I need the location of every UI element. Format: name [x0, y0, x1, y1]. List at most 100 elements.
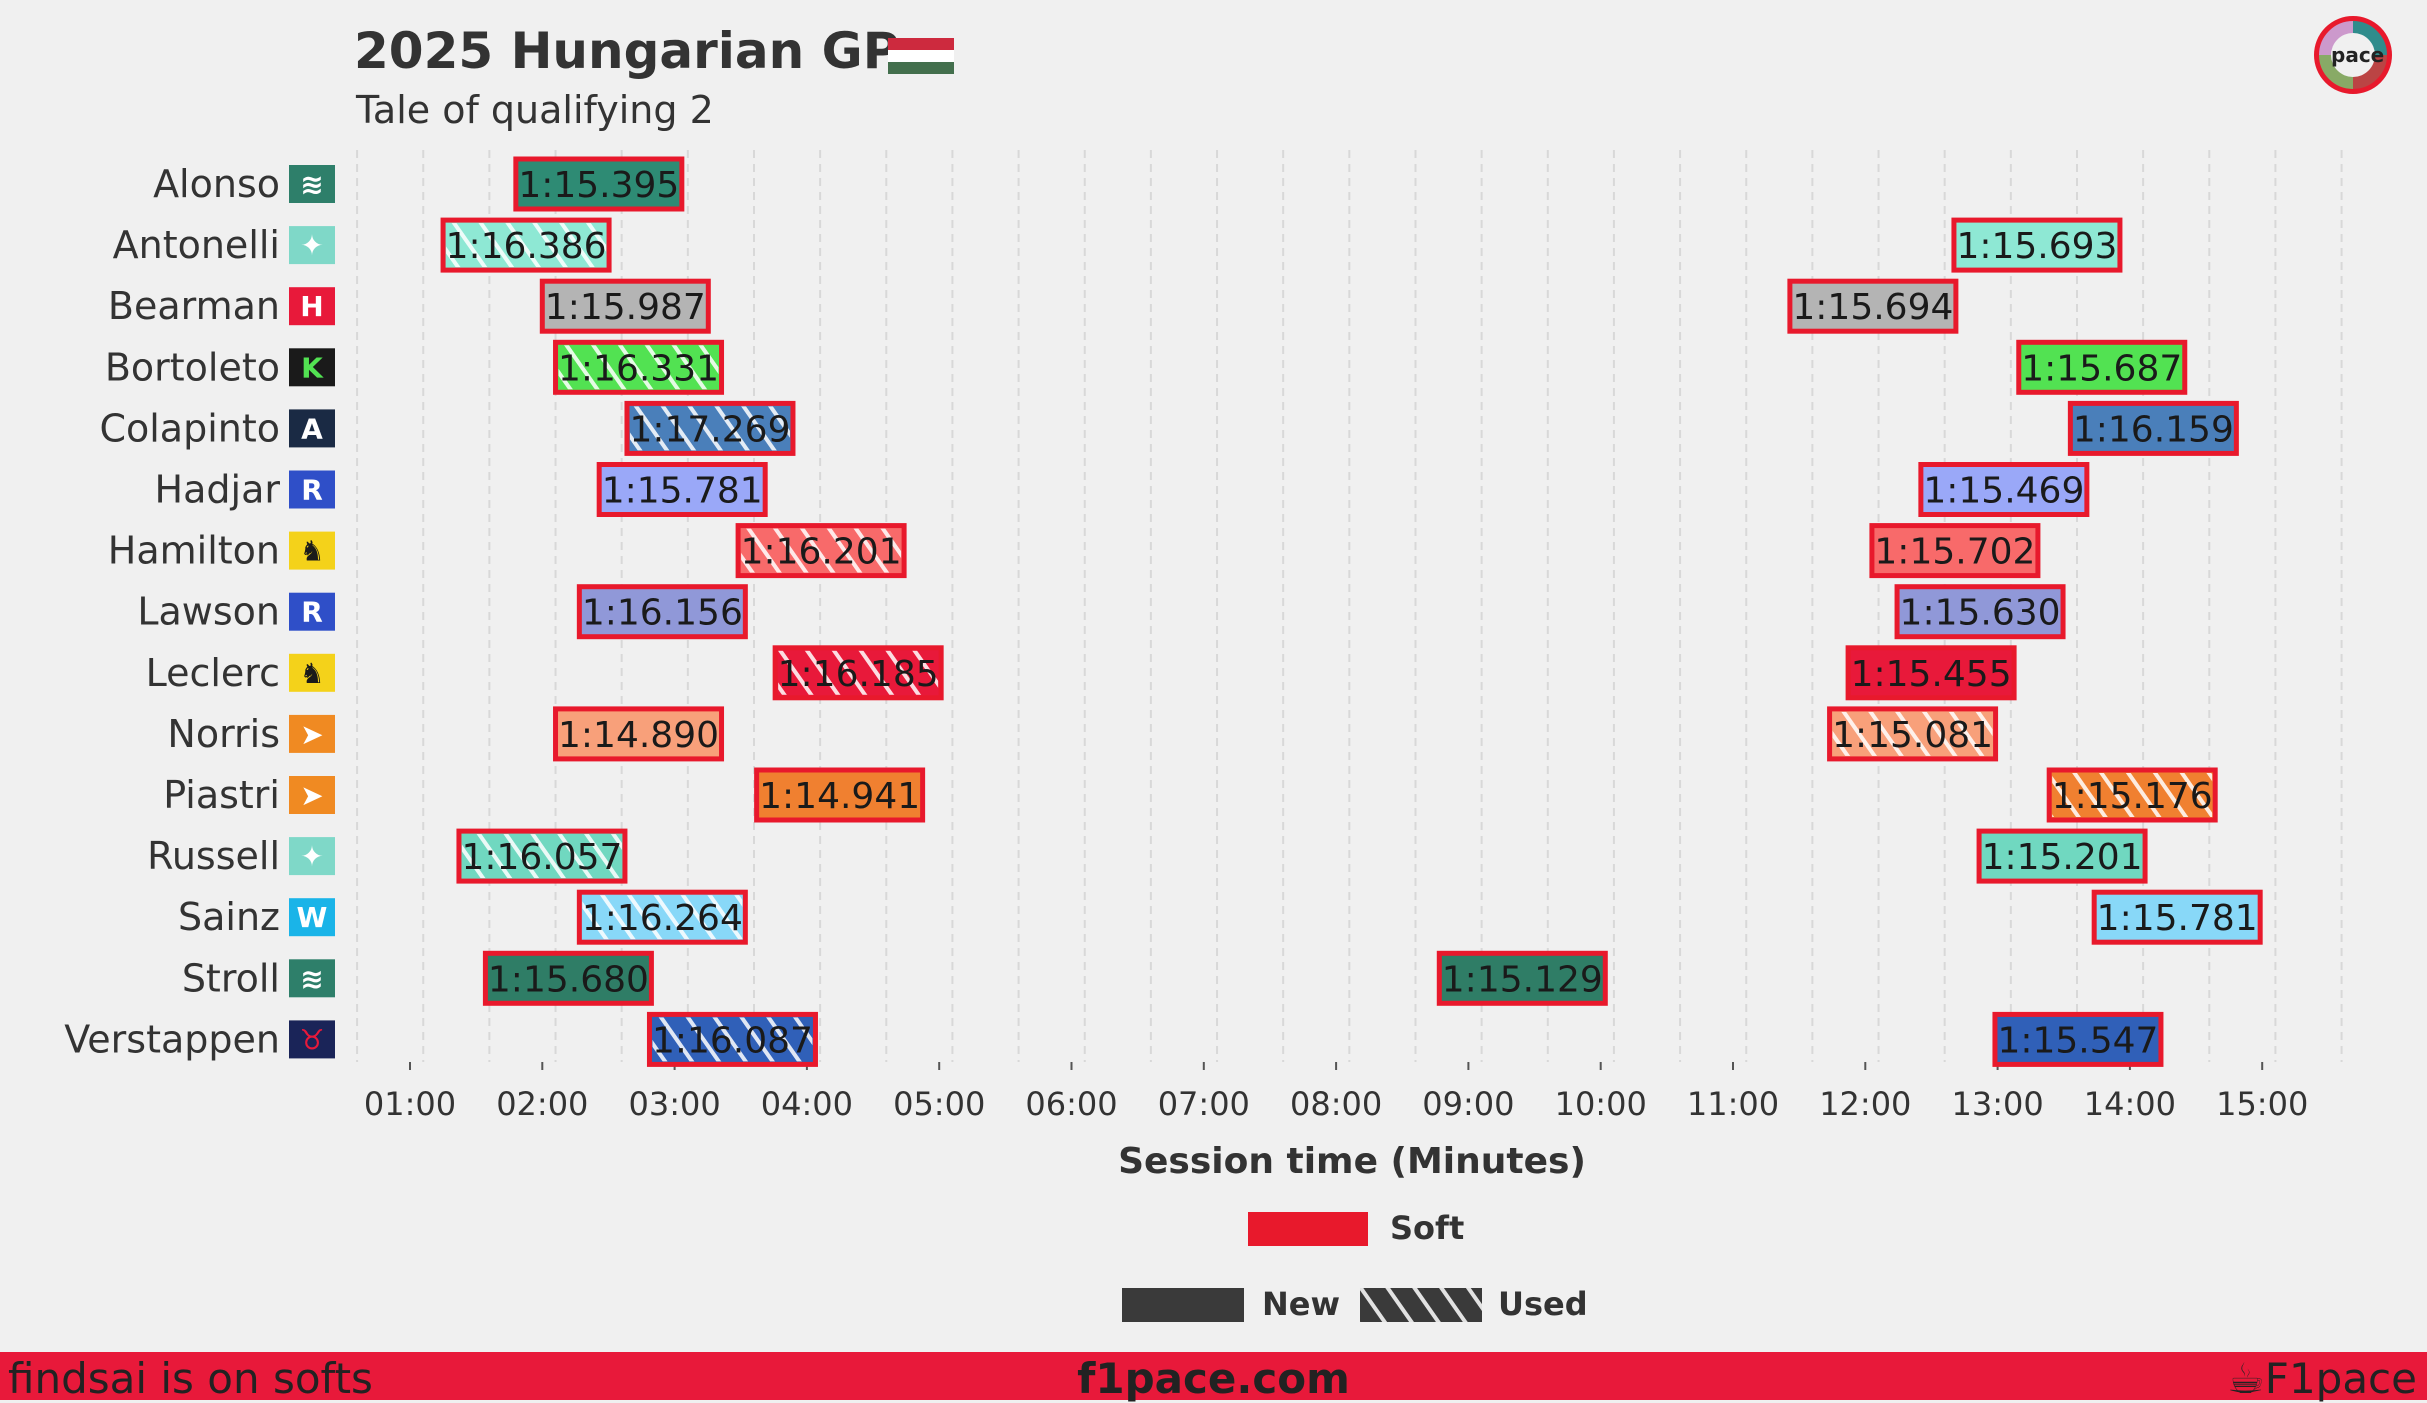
lap-time-label: 1:15.201 — [1982, 837, 2143, 878]
driver-row: Alonso ≋ 1:15.395 — [153, 156, 685, 212]
racing-bulls-icon-glyph: R — [301, 596, 323, 629]
lap-time-label: 1:15.781 — [602, 471, 763, 512]
driver-name-label: Russell — [147, 834, 280, 878]
cup-icon: ☕ — [2227, 1354, 2265, 1403]
alpine-icon — [289, 409, 335, 448]
red-bull-icon-glyph: ♉ — [299, 1023, 324, 1056]
sauber-icon — [289, 348, 335, 387]
mercedes-icon-glyph: ✦ — [300, 840, 323, 873]
lap-bar — [1869, 523, 2041, 579]
driver-name-label: Verstappen — [64, 1017, 280, 1061]
red-bull-icon — [289, 1020, 335, 1059]
mclaren-icon-glyph: ➤ — [300, 718, 323, 751]
lap-time-label: 1:15.687 — [2021, 348, 2182, 389]
driver-name-label: Stroll — [182, 956, 280, 1000]
mclaren-icon — [289, 714, 335, 753]
lap-bar — [1845, 645, 2017, 701]
legend: Soft New Used — [1122, 1209, 1588, 1323]
driver-name-label: Lawson — [137, 590, 280, 634]
lap-time-label: 1:14.890 — [558, 715, 719, 756]
x-tick-label: 11:00 — [1687, 1085, 1779, 1123]
lap-time-label: 1:16.159 — [2073, 409, 2234, 450]
lap-bar — [2067, 400, 2239, 456]
lap-bar — [576, 584, 748, 640]
lap-time-label: 1:15.987 — [545, 287, 706, 328]
x-tick-label: 10:00 — [1555, 1085, 1647, 1123]
lap-bar-used-hatch — [558, 345, 719, 390]
driver-name-label: Sainz — [178, 895, 280, 939]
lap-time-label: 1:16.331 — [558, 348, 719, 389]
driver-row: Verstappen ♉ 1:16.087 1:15.547 — [64, 1011, 2164, 1067]
driver-row: Colapinto A 1:17.269 1:16.159 — [99, 400, 2239, 456]
logo-text: pace — [2331, 33, 2384, 77]
driver-name-label: Alonso — [153, 162, 280, 206]
aston-martin-icon — [289, 959, 335, 998]
williams-icon-glyph: W — [297, 901, 328, 934]
lap-bar — [1436, 950, 1608, 1006]
x-tick-label: 07:00 — [1158, 1085, 1250, 1123]
x-tick-label: 03:00 — [628, 1085, 720, 1123]
x-tick-label: 09:00 — [1422, 1085, 1514, 1123]
lap-bar — [1787, 278, 1959, 334]
lap-bar — [1894, 584, 2066, 640]
aston-martin-icon — [289, 165, 335, 203]
lap-time-label: 1:15.469 — [1923, 471, 2084, 512]
driver-row: Bearman H 1:15.987 1:15.694 — [108, 278, 1959, 334]
driver-name-label: Hadjar — [155, 468, 281, 512]
lap-bar-used-hatch — [1832, 711, 1993, 756]
legend-new-label: New — [1262, 1285, 1340, 1323]
aston-martin-icon-glyph: ≋ — [300, 168, 323, 201]
lap-time-label: 1:15.781 — [2097, 898, 2258, 939]
lap-bar-used-hatch — [629, 406, 790, 451]
mercedes-icon-glyph: ✦ — [300, 229, 323, 262]
driver-name-label: Bortoleto — [105, 345, 280, 389]
lap-time-label: 1:15.455 — [1851, 654, 2012, 695]
x-tick-label: 14:00 — [2084, 1085, 2176, 1123]
lap-time-label: 1:16.201 — [741, 532, 902, 573]
driver-row: Norris ➤ 1:14.890 1:15.081 — [167, 706, 1999, 762]
lap-time-label: 1:15.693 — [1956, 226, 2117, 267]
lap-time-label: 1:15.395 — [518, 165, 679, 206]
driver-row: Stroll ≋ 1:15.680 1:15.129 — [182, 950, 1608, 1006]
lap-time-label: 1:16.087 — [652, 1020, 813, 1061]
x-tick-label: 04:00 — [761, 1085, 853, 1123]
lap-time-label: 1:15.694 — [1792, 287, 1953, 328]
lap-bar-used-hatch — [446, 223, 607, 268]
lap-time-label: 1:15.081 — [1832, 715, 1993, 756]
x-tick-label: 15:00 — [2216, 1085, 2308, 1123]
x-tick-label: 05:00 — [893, 1085, 985, 1123]
lap-time-label: 1:15.129 — [1442, 959, 1603, 1000]
driver-name-label: Colapinto — [99, 406, 280, 450]
legend-soft-swatch — [1248, 1212, 1368, 1246]
driver-name-label: Piastri — [163, 773, 280, 817]
lap-time-label: 1:15.547 — [1997, 1020, 2158, 1061]
lap-time-label: 1:15.630 — [1900, 593, 2061, 634]
lap-time-label: 1:16.057 — [461, 837, 622, 878]
lap-bar — [513, 156, 685, 212]
driver-name-label: Hamilton — [108, 529, 280, 573]
driver-row: Hadjar R 1:15.781 1:15.469 — [155, 462, 2090, 517]
lap-time-label: 1:14.941 — [759, 776, 920, 817]
lap-bar — [553, 706, 725, 762]
footer-site-link[interactable]: f1pace.com — [1077, 1354, 1350, 1403]
driver-name-label: Norris — [167, 712, 280, 756]
footer-bar: findsai is on softs f1pace.com ☕F1pace — [0, 1352, 2427, 1403]
driver-row: Sainz W 1:16.264 1:15.781 — [178, 889, 2263, 945]
lap-time-label: 1:16.185 — [778, 654, 939, 695]
flag-stripe-green — [888, 62, 954, 74]
racing-bulls-icon — [289, 592, 335, 631]
lap-time-label: 1:15.702 — [1874, 532, 2035, 573]
lap-bar — [2091, 889, 2263, 945]
ferrari-icon-glyph: ♞ — [299, 657, 324, 690]
timeline-chart: 01:00 02:00 03:00 04:00 05:00 06:00 07:00 08:00… — [64, 150, 2343, 1323]
lap-time-label: 1:15.176 — [2052, 776, 2213, 817]
lap-bar — [1951, 217, 2123, 273]
x-tick-label: 02:00 — [496, 1085, 588, 1123]
mclaren-icon-glyph: ➤ — [300, 779, 323, 812]
grid-lines — [356, 150, 2343, 1062]
flag-stripe-red — [888, 38, 954, 50]
ferrari-icon-glyph: ♞ — [299, 535, 324, 568]
mclaren-icon — [289, 776, 335, 814]
lap-time-label: 1:17.269 — [629, 409, 790, 450]
lap-bar-used-hatch — [461, 834, 622, 879]
